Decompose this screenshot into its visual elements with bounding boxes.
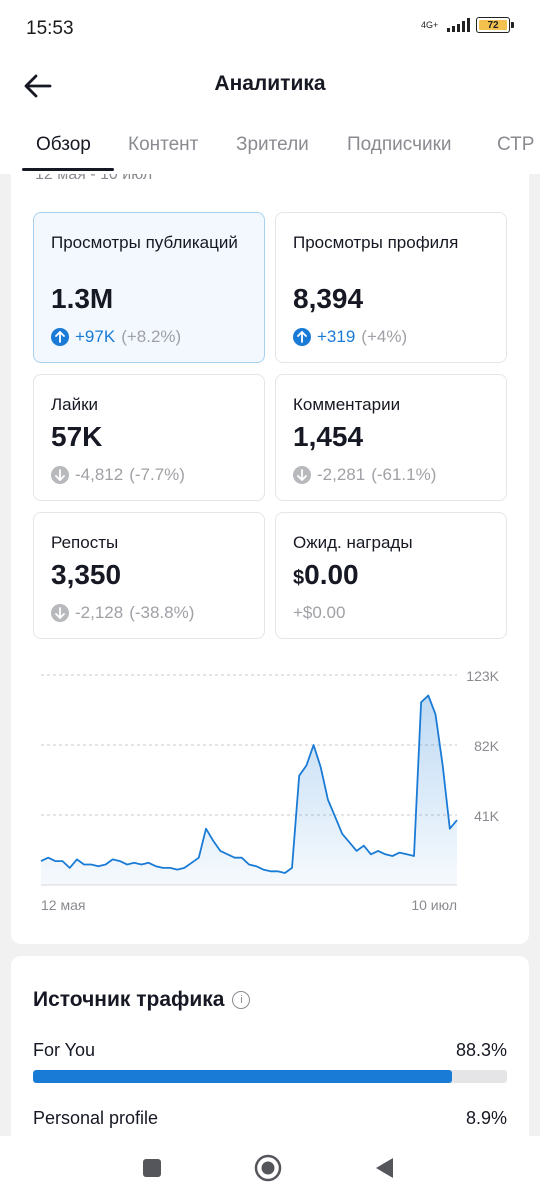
nav-back-button[interactable] (370, 1154, 398, 1182)
system-nav-bar (0, 1136, 540, 1200)
square-icon (143, 1159, 161, 1177)
traffic-progress-fill (33, 1070, 452, 1083)
app-header: Аналитика (0, 58, 540, 114)
signal-icon (447, 18, 470, 32)
date-range: 12 мая - 10 июл (35, 174, 153, 183)
active-tab-indicator (22, 168, 114, 171)
post-views-chart[interactable]: 123K 82K 41K 12 мая 10 июл (11, 660, 529, 920)
change-absolute: +97K (75, 327, 116, 346)
metric-card-post-views[interactable]: Просмотры публикаций 1.3M +97K (+8.2%) (33, 212, 265, 363)
traffic-source-name: For You (33, 1040, 96, 1060)
change-absolute: +$0.00 (293, 603, 346, 622)
arrow-down-circle-icon (51, 466, 69, 484)
page-title: Аналитика (214, 72, 326, 95)
traffic-source-percent: 88.3% (455, 1040, 507, 1060)
metric-card-profile-views[interactable]: Просмотры профиля 8,394 +319 (+4%) (275, 212, 507, 363)
metric-value-number: 0.00 (304, 559, 359, 590)
change-absolute: +319 (317, 327, 356, 346)
metric-card-expected-rewards[interactable]: Ожид. награды $0.00 +$0.00 (275, 512, 507, 639)
change-relative: (+8.2%) (121, 327, 182, 346)
info-icon[interactable]: i (232, 991, 251, 1009)
metric-card-likes[interactable]: Лайки 57K -4,812 (-7.7%) (33, 374, 265, 501)
traffic-source-percent: 8.9% (465, 1108, 507, 1128)
metric-change: -4,812 (-7.7%) (51, 465, 185, 485)
change-relative: (-38.8%) (129, 603, 195, 622)
battery-icon: 72 (476, 17, 514, 33)
arrow-down-circle-icon (51, 604, 69, 622)
recent-apps-button[interactable] (138, 1154, 166, 1182)
chart-y-tick-label: 82K (474, 738, 500, 754)
chart-svg: 123K 82K 41K 12 мая 10 июл (40, 668, 500, 913)
metric-value: 1.3M (51, 283, 114, 314)
metric-value: 8,394 (293, 283, 364, 314)
metric-change: +$0.00 (293, 603, 345, 623)
change-absolute: -2,128 (75, 603, 124, 622)
tab-str[interactable]: СТР (497, 134, 535, 155)
currency-symbol: $ (293, 567, 305, 589)
arrow-left-icon (24, 74, 52, 98)
metric-card-comments[interactable]: Комментарии 1,454 -2,281 (-61.1%) (275, 374, 507, 501)
metric-value: 3,350 (51, 559, 122, 590)
metric-label: Лайки (51, 395, 99, 414)
metric-label: Комментарии (293, 395, 401, 414)
metric-value: $0.00 (293, 559, 359, 591)
traffic-title: Источник трафика i (33, 988, 251, 1012)
metric-change: +97K (+8.2%) (51, 327, 181, 347)
traffic-title-text: Источник трафика (33, 988, 225, 1011)
back-button[interactable] (20, 68, 56, 104)
chart-series-line (40, 694, 458, 874)
arrow-up-circle-icon (51, 328, 69, 346)
status-bar: 15:53 4G+ 72 (0, 0, 540, 58)
network-type: 4G+ (421, 19, 439, 30)
traffic-progress-foryou (33, 1070, 507, 1083)
tab-viewers[interactable]: Зрители (236, 134, 309, 155)
chart-x-tick-label: 12 мая (41, 897, 85, 913)
metric-change: +319 (+4%) (293, 327, 407, 347)
battery-level: 72 (487, 19, 499, 31)
home-button[interactable] (254, 1154, 282, 1182)
status-icons: 4G+ 72 (421, 17, 514, 33)
change-relative: (+4%) (361, 327, 408, 346)
chart-y-tick-label: 41K (474, 808, 500, 824)
tab-followers[interactable]: Подписчики (347, 134, 452, 155)
metric-change: -2,281 (-61.1%) (293, 465, 436, 485)
metric-value: 1,454 (293, 421, 364, 452)
triangle-back-icon (376, 1158, 393, 1178)
metric-label: Ожид. награды (293, 533, 413, 552)
circle-home-icon (254, 1154, 282, 1182)
chart-y-tick-label: 123K (466, 668, 499, 684)
change-absolute: -2,281 (317, 465, 366, 484)
metric-label: Просмотры публикаций (51, 233, 238, 252)
chart-area-fill (41, 695, 457, 885)
arrow-up-circle-icon (293, 328, 311, 346)
tab-content[interactable]: Контент (128, 134, 199, 155)
change-relative: (-61.1%) (371, 465, 437, 484)
chart-x-tick-label: 10 июл (411, 897, 457, 913)
tab-overview[interactable]: Обзор (36, 134, 91, 155)
metric-value: 57K (51, 421, 103, 452)
arrow-down-circle-icon (293, 466, 311, 484)
metric-card-reposts[interactable]: Репосты 3,350 -2,128 (-38.8%) (33, 512, 265, 639)
status-time: 15:53 (26, 18, 74, 39)
change-relative: (-7.7%) (129, 465, 185, 484)
change-absolute: -4,812 (75, 465, 124, 484)
overview-card: 12 мая - 10 июл Просмотры публикаций 1.3… (11, 174, 529, 944)
metric-label: Репосты (51, 533, 119, 552)
tab-bar: Обзор Контент Зрители Подписчики СТР (0, 114, 540, 174)
metric-label: Просмотры профиля (293, 233, 459, 252)
metric-change: -2,128 (-38.8%) (51, 603, 194, 623)
traffic-source-card: Источник трафика i For You 88.3% Persona… (11, 956, 529, 1136)
traffic-source-name: Personal profile (33, 1108, 159, 1128)
